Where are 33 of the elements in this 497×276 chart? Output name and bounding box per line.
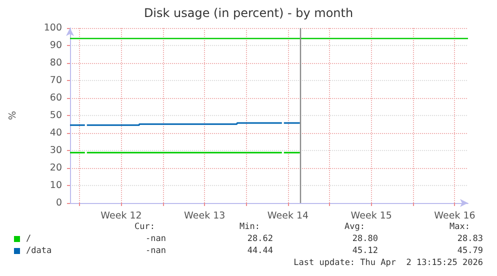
y-tick-label: 100: [44, 22, 62, 34]
x-tick-label: Week 14: [267, 210, 309, 222]
x-tick-label: Week 12: [100, 210, 142, 222]
y-tick-label: 70: [50, 75, 62, 86]
legend-label: /: [26, 234, 32, 244]
text: 28.83: [457, 234, 483, 244]
text: 28.62: [247, 234, 273, 244]
y-tick-label: 30: [50, 145, 62, 156]
chart-title: Disk usage (in percent) - by month: [144, 6, 354, 20]
text: Min:: [240, 222, 260, 232]
text: 45.12: [352, 246, 378, 256]
y-tick-label: 40: [50, 128, 62, 138]
text: 45.79: [457, 246, 483, 256]
text: Max:: [450, 222, 470, 232]
y-tick-label: 90: [50, 40, 62, 51]
text: -nan: [146, 246, 166, 256]
y-tick-label: 20: [50, 162, 62, 174]
text: 44.44: [247, 246, 273, 256]
y-tick-label: 80: [50, 58, 62, 68]
y-tick-label: 60: [50, 92, 62, 104]
text: -nan: [146, 234, 166, 244]
legend-label: /data: [26, 246, 52, 256]
x-tick-label: Week 13: [184, 210, 226, 222]
y-tick-label: 10: [50, 180, 62, 191]
text: Cur:: [134, 222, 155, 232]
text: Avg:: [344, 222, 365, 232]
y-tick-label: 50: [50, 110, 62, 121]
x-tick-label: Week 16: [434, 210, 476, 222]
text: 28.80: [352, 234, 378, 244]
text: Last update: Thu Apr 2 13:15:25 2026: [294, 258, 483, 268]
x-tick-label: Week 15: [350, 210, 392, 222]
y-axis-title: %: [8, 110, 18, 120]
y-tick-label: 0: [56, 198, 62, 208]
